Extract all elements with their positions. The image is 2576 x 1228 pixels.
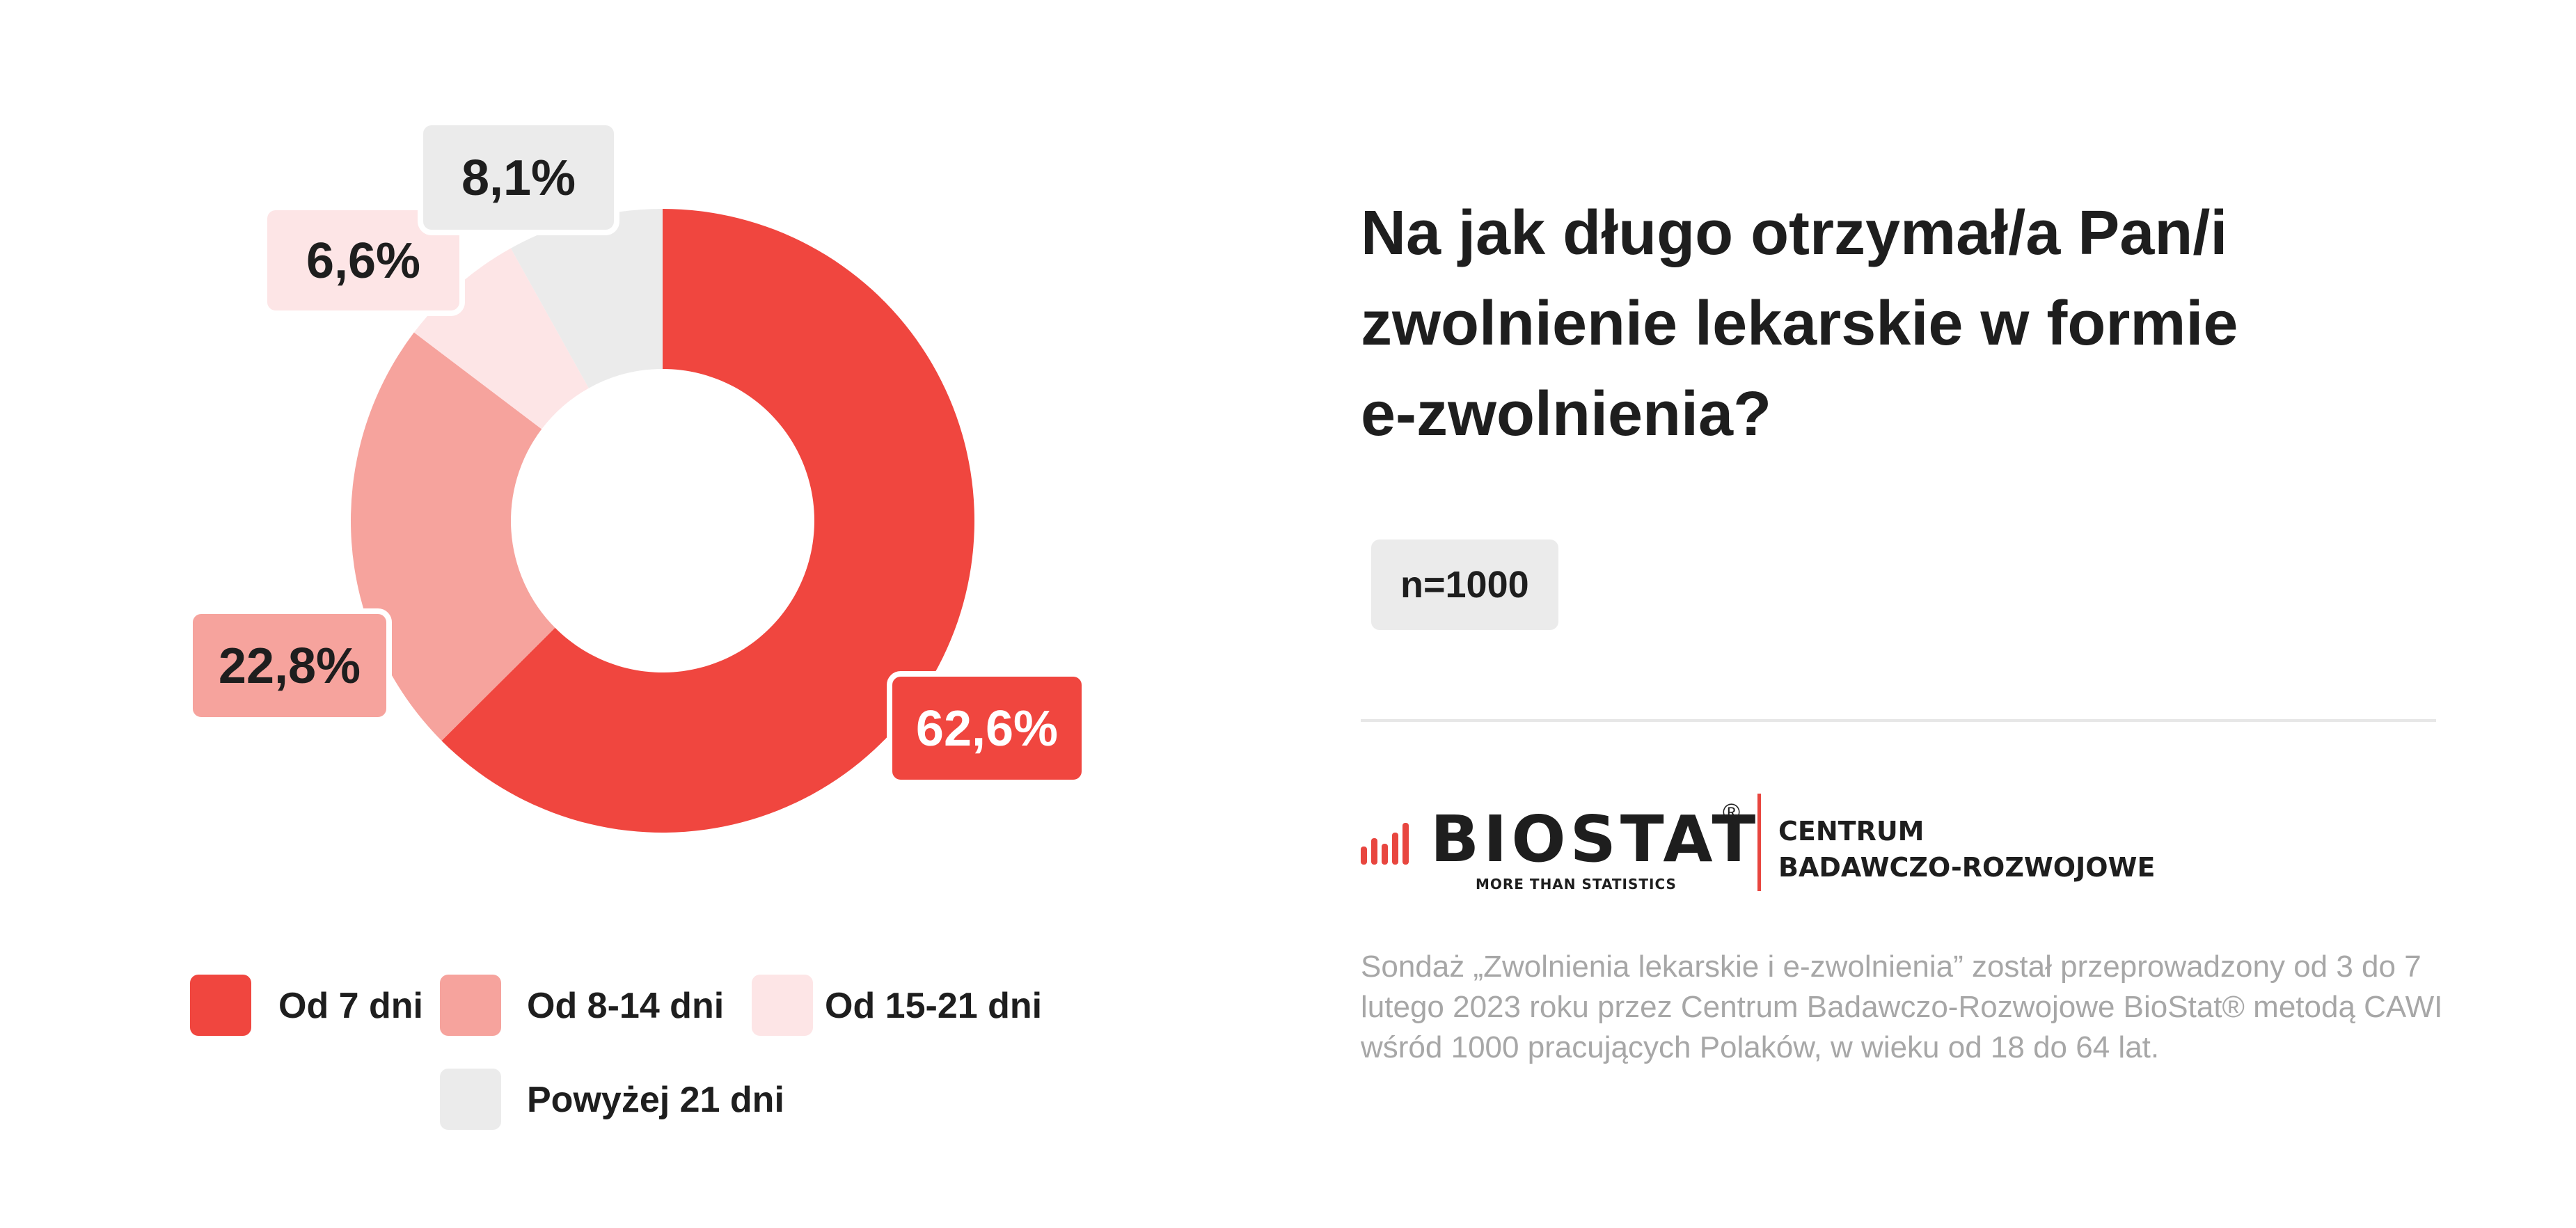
registered-mark: ® [1723,799,1741,826]
sample-size-badge: n=1000 [1371,540,1558,630]
department-name: CENTRUM BADAWCZO-ROZWOJOWE [1778,813,2155,885]
donut-slice-4 [510,209,663,388]
department-line-2: BADAWCZO-ROZWOJOWE [1778,852,2156,883]
signal-bars-icon [1361,823,1409,865]
legend-swatch-2 [440,975,501,1036]
slice-label-4: 8,1% [461,150,576,206]
legend-label-3: Od 15-21 dni [825,986,1042,1026]
question-title: Na jak długo otrzymał/a Pan/i zwolnienie… [1361,198,2238,449]
slice-label-2: 22,8% [219,638,361,694]
logo-separator [1757,794,1761,891]
legend-label-1: Od 7 dni [278,986,423,1026]
survey-footnote: Sondaż „Zwolnienia lekarskie i e-zwolnie… [1361,950,2443,1064]
department-line-1: CENTRUM [1778,816,1925,847]
legend-label-4: Powyżej 21 dni [527,1080,784,1120]
slice-label-box-1 [887,671,1087,785]
biostat-logo: BIOSTAT ® MORE THAN STATISTICS CENTRUM B… [1361,794,2196,892]
slice-labels: 62,6% 22,8% 6,6% 8,1% [187,120,1087,785]
donut-slice-2 [351,332,555,741]
donut-slice-1 [441,209,974,833]
slice-label-box-3 [262,205,465,316]
slice-label-box-2 [187,608,392,723]
slice-label-box-4 [418,120,619,235]
chart-legend: Od 7 dni Od 8-14 dni Od 15-21 dni Powyżej 2… [190,975,1042,1130]
legend-swatch-1 [190,975,251,1036]
slice-label-3: 6,6% [306,233,420,289]
slice-label-1: 62,6% [916,701,1058,757]
right-panel: Na jak długo otrzymał/a Pan/i zwolnienie… [1361,188,2474,1064]
logo-tagline: MORE THAN STATISTICS [1476,876,1677,892]
legend-swatch-4 [440,1069,501,1130]
divider [1361,719,2436,722]
logo-wordmark: BIOSTAT [1430,802,1760,876]
legend-label-2: Od 8-14 dni [527,986,724,1026]
legend-swatch-3 [752,975,813,1036]
donut-chart: 62,6%22,8%6,6%8,1% Od 7 dni Od 8-14 dni Od… [187,120,1087,1130]
